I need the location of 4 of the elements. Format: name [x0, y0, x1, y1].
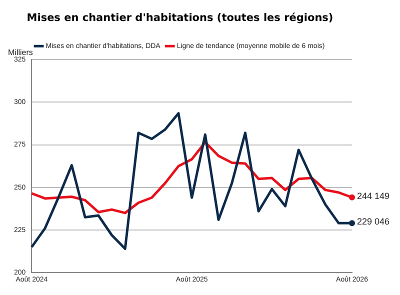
annotation: 244 149: [357, 190, 390, 201]
annotation: 229 046: [357, 216, 390, 227]
chart-title: Mises en chantier d'habitations (toutes les régions): [26, 12, 334, 24]
y-axis-title: Milliers: [8, 48, 33, 57]
